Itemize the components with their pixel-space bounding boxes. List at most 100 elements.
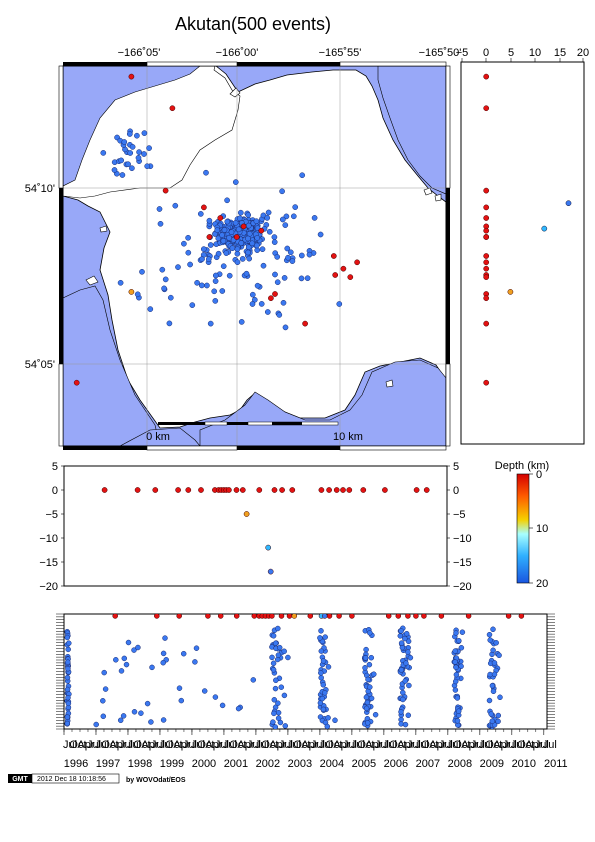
- timeline-dot: [135, 644, 141, 651]
- timeline-dot: [65, 659, 71, 665]
- timeline-dot: [65, 694, 71, 701]
- epicenter-dot: [232, 219, 239, 226]
- epicenter-dot: [239, 256, 246, 262]
- month-label: Jul: [95, 739, 109, 751]
- epicenter-dot: [306, 251, 313, 258]
- timeline-dot: [100, 713, 107, 720]
- timeline-dot: [325, 664, 332, 670]
- time-depth-dot: [101, 487, 108, 493]
- timeline-dot: [398, 667, 405, 673]
- epicenter-dot: [271, 234, 278, 240]
- month-label: Jul: [279, 739, 293, 751]
- timeline-dot: [148, 719, 154, 725]
- epicenter-dot: [299, 172, 306, 179]
- epicenter-dot: [206, 234, 213, 240]
- timeline-dot: [154, 614, 160, 619]
- depth-axis-tick: 5: [52, 461, 58, 473]
- timeline-dot: [235, 705, 242, 712]
- epicenter-dot: [189, 302, 196, 308]
- depth-tick: 15: [554, 47, 566, 59]
- epicenter-dot: [223, 250, 230, 256]
- epicenter-dot: [118, 157, 125, 164]
- year-label: 1996: [64, 758, 88, 770]
- depth-axis-tick: −15: [453, 557, 472, 569]
- epicenter-dot: [336, 301, 343, 307]
- timeline-dot: [192, 659, 198, 665]
- epicenter-dot: [258, 227, 265, 234]
- timeline-dot: [270, 633, 277, 639]
- timeline-dot: [162, 635, 168, 641]
- month-label: Apr: [237, 739, 254, 751]
- epicenter-dot: [246, 230, 253, 237]
- timeline-dot: [131, 647, 137, 653]
- epicenter-dot: [139, 268, 145, 275]
- timeline-dot: [112, 614, 118, 619]
- epicenter-dot: [185, 249, 192, 256]
- depth-colorbar: Depth (km) 0 10 20: [495, 460, 549, 590]
- epicenter-dot: [162, 276, 169, 283]
- epicenter-dot: [199, 256, 205, 262]
- timeline-dot: [406, 682, 412, 689]
- epicenter-dot: [159, 266, 166, 273]
- month-label: Oct: [69, 739, 86, 751]
- epicenter-dot: [245, 235, 251, 242]
- time-depth-dot: [226, 487, 232, 493]
- epicenter-dot: [226, 272, 233, 279]
- time-depth-dot: [239, 487, 246, 493]
- time-depth-dot: [423, 487, 430, 493]
- timeline-dot: [144, 700, 151, 707]
- colorbar-tick: 20: [536, 578, 548, 590]
- time-depth-dot: [271, 487, 278, 493]
- epicenter-dot: [167, 294, 174, 301]
- month-label: Jul: [343, 739, 357, 751]
- month-label: Oct: [165, 739, 182, 751]
- epicenter-dot: [249, 301, 256, 307]
- month-label: Oct: [197, 739, 214, 751]
- timeline-dot: [495, 718, 501, 725]
- time-depth-dot: [289, 487, 296, 493]
- month-label: Apr: [77, 739, 94, 751]
- epicenter-dot: [271, 239, 278, 245]
- timeline-dot: [458, 645, 465, 651]
- time-depth-dot: [279, 487, 285, 493]
- epicenter-dot: [283, 213, 290, 220]
- epicenter-dot: [265, 209, 272, 216]
- timeline-dot: [286, 614, 293, 619]
- timeline-dot: [405, 638, 412, 645]
- epicenter-dot: [100, 150, 107, 156]
- epicenter-dot: [284, 245, 291, 252]
- timeline-dot: [488, 711, 494, 717]
- epicenter-dot: [245, 222, 252, 229]
- time-depth-markers: [101, 487, 430, 575]
- timeline-dot: [270, 719, 276, 725]
- epicenter-dot: [198, 282, 205, 289]
- epicenter-dot: [121, 139, 128, 145]
- month-label: Apr: [493, 739, 510, 751]
- epicenter-dot: [127, 150, 134, 156]
- timeline-dot: [362, 665, 368, 671]
- timeline-dot: [403, 630, 410, 637]
- epicenter-dot: [354, 259, 360, 266]
- timeline-dot: [318, 648, 325, 654]
- timeline-dot: [278, 684, 285, 690]
- month-label: Apr: [461, 739, 478, 751]
- month-label: Jul: [511, 739, 525, 751]
- timeline-dot: [205, 614, 211, 619]
- epicenter-dot: [194, 279, 200, 286]
- month-label: Jul: [223, 739, 237, 751]
- scale-bar: 0 km 10 km: [146, 421, 363, 443]
- year-label: 1998: [128, 758, 152, 770]
- timeline-dot: [385, 614, 392, 619]
- timeline-dot: [493, 640, 499, 646]
- epicenter-dot: [272, 291, 278, 297]
- timeline-dot: [176, 685, 183, 691]
- timeline-dot: [398, 628, 404, 634]
- month-label: Jul: [183, 739, 197, 751]
- epicenter-dot: [217, 215, 224, 221]
- scale-label-left: 0 km: [146, 431, 170, 443]
- timeline-dot: [275, 700, 281, 706]
- epicenter-dot: [347, 274, 354, 280]
- epicenter-dot: [279, 216, 286, 223]
- timeline-dot: [336, 614, 342, 619]
- epicenter-dot: [332, 272, 339, 278]
